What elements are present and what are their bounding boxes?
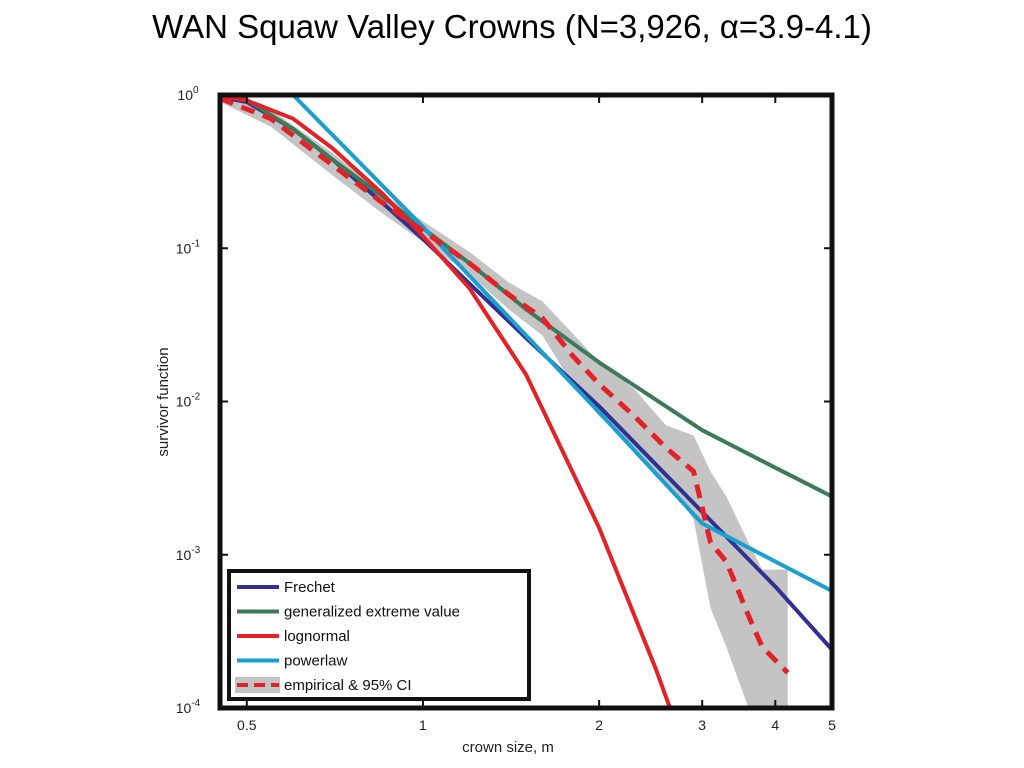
y-tick-label: 10-3: [176, 545, 201, 563]
legend-label-2: lognormal: [284, 628, 350, 645]
y-tick-label: 100: [177, 85, 199, 103]
y-tick-exponent: 0: [193, 85, 199, 96]
x-tick-label: 5: [828, 717, 836, 733]
y-tick-exponent: -3: [191, 545, 200, 556]
x-tick-label: 3: [698, 717, 706, 733]
legend-label-3: powerlaw: [284, 653, 348, 670]
y-tick-exponent: -4: [191, 698, 200, 709]
series-line-3: [291, 95, 832, 593]
y-tick-label: 10-2: [176, 392, 201, 410]
x-tick-label: 2: [595, 717, 603, 733]
y-tick-base: 10: [176, 547, 192, 563]
series-layer: [220, 95, 832, 708]
confidence-band: [220, 95, 788, 708]
y-axis-label: survivor function: [155, 347, 172, 456]
x-axis-label: crown size, m: [462, 739, 554, 756]
series-line-1: [220, 95, 832, 499]
series-line-2: [220, 95, 673, 708]
x-tick-label: 4: [771, 717, 779, 733]
y-tick-base: 10: [176, 700, 192, 716]
y-tick-label: 10-1: [176, 238, 201, 256]
y-tick-exponent: -1: [191, 238, 200, 249]
y-tick-base: 10: [176, 394, 192, 410]
x-tick-label: 0.5: [237, 717, 257, 733]
legend-label-0: Frechet: [284, 579, 336, 596]
legend-label-1: generalized extreme value: [284, 604, 460, 621]
legend: Frechet generalized extreme value lognorma…: [227, 569, 531, 701]
chart-title: WAN Squaw Valley Crowns (N=3,926, α=3.9-…: [152, 8, 872, 45]
y-tick-base: 10: [177, 87, 193, 103]
y-tick-exponent: -2: [191, 392, 200, 403]
confidence-band-layer: [220, 95, 788, 708]
y-tick-label: 10-4: [176, 698, 201, 716]
series-line-4: [220, 96, 790, 675]
x-tick-label: 1: [419, 717, 427, 733]
y-tick-base: 10: [176, 240, 192, 256]
legend-label-4: empirical & 95% CI: [284, 677, 412, 694]
